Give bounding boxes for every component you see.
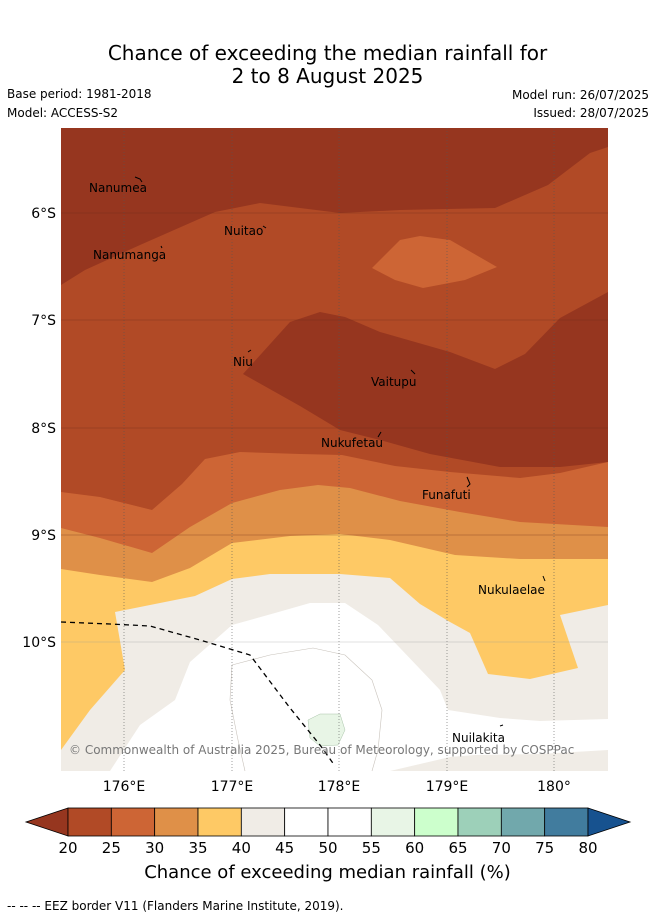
colorbar-swatch xyxy=(240,807,286,837)
copyright-text: © Commonwealth of Australia 2025, Bureau… xyxy=(69,743,574,757)
base-period-text: Base period: 1981-2018 xyxy=(7,87,152,101)
gridlines xyxy=(61,128,608,771)
place-label: Niu xyxy=(233,355,253,369)
place-label: Nanumanga xyxy=(93,248,166,262)
place-label: Nukufetau xyxy=(321,436,383,450)
place-label: Nanumea xyxy=(89,181,147,195)
zone-55-60 xyxy=(307,713,346,747)
colorbar-tick-label: 40 xyxy=(232,839,251,857)
axis-labels: 6°S 7°S 8°S 9°S 10°S 176°E 177°E 178°E 1… xyxy=(22,206,571,795)
lat-label: 10°S xyxy=(22,635,56,651)
colorbar-swatch xyxy=(284,807,329,837)
place-labels: Nanumea Nuitao Nanumanga Niu Vaitupu Nuk… xyxy=(89,181,545,745)
place-label: Vaitupu xyxy=(371,375,417,389)
colorbar-tick-label: 75 xyxy=(535,839,554,857)
colorbar-tick-label: 45 xyxy=(275,839,294,857)
zone-25-30-patch xyxy=(372,236,497,288)
colorbar-swatch xyxy=(110,807,156,837)
map-panel: Nanumea Nuitao Nanumanga Niu Vaitupu Nuk… xyxy=(60,128,608,772)
colorbar-swatch xyxy=(414,807,459,837)
lon-label: 176°E xyxy=(103,779,146,795)
lon-label: 179°E xyxy=(426,779,469,795)
colorbar-swatch xyxy=(544,807,589,837)
colorbar-tick-label: 35 xyxy=(188,839,207,857)
colorbar-under-arrow xyxy=(24,807,69,837)
lat-label: 6°S xyxy=(31,206,56,222)
colorbar-over-arrow xyxy=(587,807,632,837)
colorbar-swatch xyxy=(457,807,502,837)
colorbar-swatch xyxy=(197,807,242,837)
place-label: Nuitao xyxy=(224,224,263,238)
contour-line-1 xyxy=(231,647,383,772)
lon-label: 180° xyxy=(537,779,571,795)
place-label: Nukulaelae xyxy=(478,583,545,597)
model-text: Model: ACCESS-S2 xyxy=(7,106,119,120)
colorbar-swatch xyxy=(370,807,416,837)
colorbar-tick-label: 30 xyxy=(145,839,164,857)
model-run-text: Model run: 26/07/2025 xyxy=(511,88,649,102)
colorbar-tick-label: 20 xyxy=(58,839,77,857)
colorbar-tick-label: 55 xyxy=(362,839,381,857)
eez-border xyxy=(60,621,336,767)
zone-45-55 xyxy=(110,603,608,771)
lon-label: 178°E xyxy=(318,779,361,795)
place-label: Nuilakita xyxy=(452,731,505,745)
colorbar-tick-label: 65 xyxy=(448,839,467,857)
colorbar-swatch xyxy=(327,807,372,837)
lat-label: 7°S xyxy=(31,313,56,329)
colorbar-tick-label: 50 xyxy=(318,839,337,857)
title-line-1: Chance of exceeding the median rainfall … xyxy=(107,41,548,65)
place-label: Funafuti xyxy=(422,488,471,502)
lat-label: 9°S xyxy=(31,528,56,544)
contour-line-2 xyxy=(229,664,246,772)
island-shapes xyxy=(134,176,546,727)
colorbar-swatch xyxy=(500,807,546,837)
colorbar-swatch xyxy=(154,807,199,837)
zone-under-20-core xyxy=(243,292,608,467)
eez-footer-note: -- -- -- EEZ border V11 (Flanders Marine… xyxy=(7,899,344,913)
colorbar-tick-label: 80 xyxy=(578,839,597,857)
colorbar-tick-label: 70 xyxy=(492,839,511,857)
colorbar-tick-label: 60 xyxy=(405,839,424,857)
lon-label: 177°E xyxy=(211,779,254,795)
title-line-2: 2 to 8 August 2025 xyxy=(231,64,424,88)
page-title: Chance of exceeding the median rainfall … xyxy=(0,42,655,88)
colorbar-swatch xyxy=(67,807,112,837)
colorbar-title: Chance of exceeding median rainfall (%) xyxy=(144,862,511,883)
lat-label: 8°S xyxy=(31,421,56,437)
colorbar-tick-label: 25 xyxy=(102,839,121,857)
colorbar: 20 25 30 35 40 45 50 55 60 65 70 75 80 xyxy=(24,807,632,857)
issued-text: Issued: 28/07/2025 xyxy=(533,106,649,120)
